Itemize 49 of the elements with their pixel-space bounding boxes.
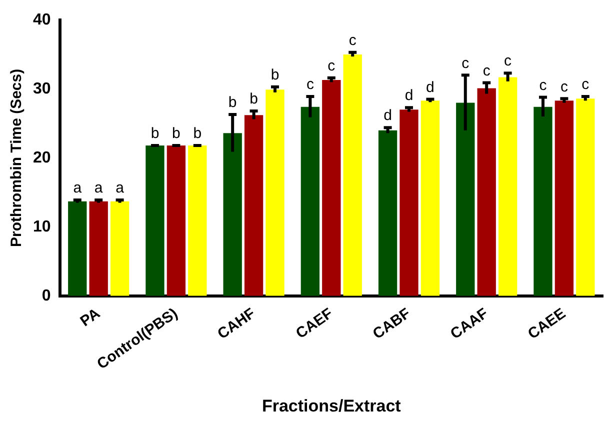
bar: [223, 133, 242, 296]
annotation: b: [270, 66, 280, 84]
bar: [343, 54, 362, 296]
annotation: c: [582, 76, 590, 94]
bar: [266, 90, 284, 296]
y-tick-label: 10: [33, 218, 51, 236]
annotation: d: [384, 107, 392, 124]
bar: [576, 98, 595, 296]
bar: [68, 201, 87, 296]
bar: [166, 146, 186, 296]
annotation: b: [150, 125, 160, 142]
annotation: a: [73, 180, 82, 197]
annotation: c: [328, 58, 336, 75]
annotation: d: [404, 87, 414, 104]
bar: [400, 110, 418, 296]
annotation: b: [193, 125, 202, 142]
annotation: c: [482, 62, 491, 80]
bar: [378, 130, 398, 296]
bar: [322, 80, 341, 296]
annotation: a: [116, 180, 125, 197]
y-tick-label: 0: [42, 287, 51, 304]
y-tick-label: 20: [33, 149, 51, 166]
bar: [89, 201, 108, 296]
annotation: a: [94, 180, 104, 197]
annotation: c: [348, 32, 357, 50]
bar: [146, 146, 164, 296]
bar: [534, 106, 552, 296]
bar: [300, 106, 320, 296]
bar: [554, 100, 574, 296]
bar: [456, 102, 475, 296]
y-tick-label: 40: [33, 11, 51, 28]
y-axis-title: Prothrombin Time (Secs): [8, 68, 26, 247]
annotation: c: [560, 78, 568, 96]
annotation: c: [462, 54, 470, 72]
y-tick-label: 30: [33, 80, 51, 98]
annotation: b: [228, 94, 237, 112]
annotation: b: [250, 90, 258, 108]
bar: [188, 146, 207, 296]
bar: [498, 77, 518, 296]
annotation: c: [504, 52, 512, 70]
bar: [244, 115, 264, 296]
annotation: c: [306, 76, 314, 94]
x-axis-title: Fractions/Extract: [262, 396, 402, 416]
bar: [477, 88, 496, 296]
bar: [110, 201, 130, 296]
bar: [420, 100, 440, 296]
annotation: c: [539, 76, 548, 94]
annotation: d: [426, 78, 434, 96]
annotation: b: [172, 125, 180, 142]
